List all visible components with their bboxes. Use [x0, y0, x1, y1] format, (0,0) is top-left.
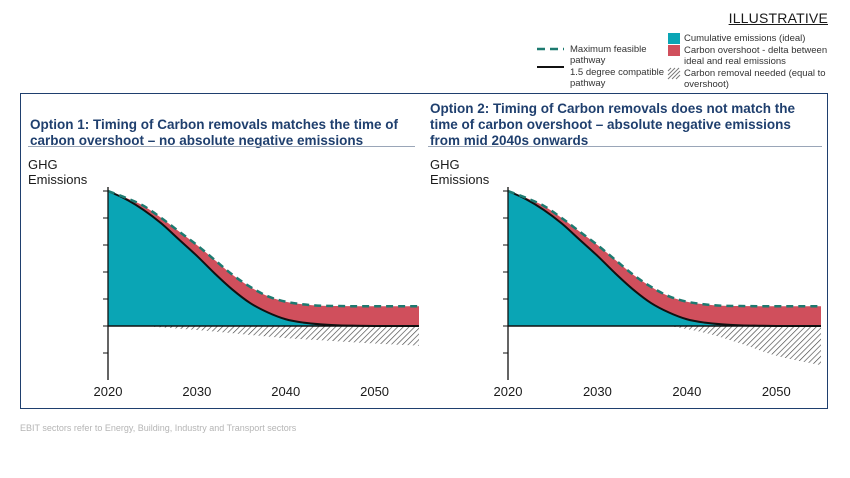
legend-max-feasible: Maximum feasible pathway: [570, 44, 647, 66]
legend-cumulative: Cumulative emissions (ideal): [684, 33, 806, 44]
x-tick-label: 2030: [182, 384, 211, 399]
legend-hatch-swatch: [667, 67, 681, 80]
option1-title-rule: [28, 146, 415, 147]
option1-title: Option 1: Timing of Carbon removals matc…: [30, 117, 399, 148]
cumulative-area: [108, 191, 419, 327]
x-tick-label: 2040: [672, 384, 701, 399]
x-tick-label: 2050: [360, 384, 389, 399]
legend-red-swatch: [668, 45, 680, 56]
cumulative-area: [508, 191, 821, 327]
option2-title: Option 2: Timing of Carbon removals does…: [430, 101, 796, 148]
x-tick-label: 2020: [94, 384, 123, 399]
legend-dash-icon: [537, 47, 564, 68]
legend-one-five: 1.5 degree compatible pathway: [570, 67, 665, 89]
illustrative-label: ILLUSTRATIVE: [728, 10, 828, 26]
legend-teal-swatch: [668, 33, 680, 44]
charts-panel: [20, 93, 828, 409]
option1-ylabel: GHG Emissions: [28, 157, 88, 187]
max-feasible-line: [507, 189, 821, 308]
legend-removal: Carbon removal needed (equal to overshoo…: [684, 68, 826, 90]
max-feasible-line: [107, 189, 419, 308]
removal-area: [143, 326, 420, 346]
option2-title-rule: [428, 146, 822, 147]
x-tick-label: 2020: [494, 384, 523, 399]
x-tick-label: 2030: [583, 384, 612, 399]
x-tick-label: 2040: [271, 384, 300, 399]
footnote: EBIT sectors refer to Energy, Building, …: [20, 423, 297, 433]
removal-area: [668, 326, 821, 366]
x-tick-label: 2050: [762, 384, 791, 399]
option2-ylabel: GHG Emissions: [430, 157, 490, 187]
legend-overshoot: Carbon overshoot - delta between ideal a…: [684, 45, 828, 67]
